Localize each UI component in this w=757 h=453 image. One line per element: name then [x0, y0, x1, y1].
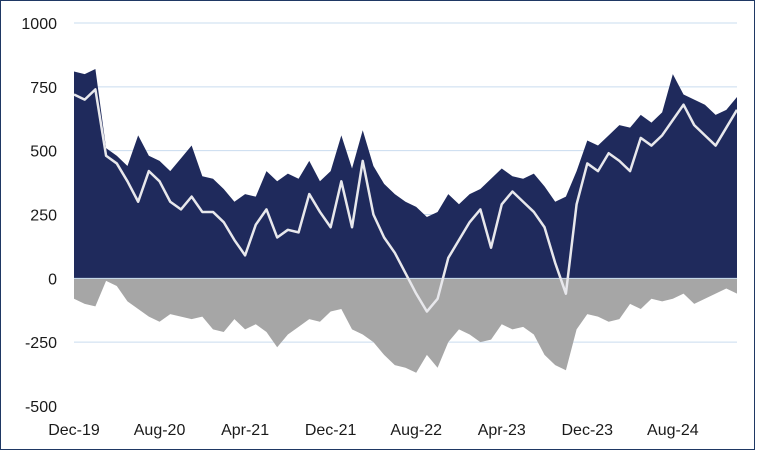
y-tick-label: 750	[30, 80, 57, 97]
y-tick-label: 1000	[21, 16, 57, 33]
x-tick-label: Apr-21	[221, 422, 269, 439]
x-tick-label: Dec-19	[48, 422, 100, 439]
y-tick-label: -500	[25, 399, 57, 416]
area-series-1	[74, 278, 737, 372]
y-tick-label: 0	[48, 271, 57, 288]
x-tick-label: Dec-21	[305, 422, 357, 439]
y-axis-ticks: 1000 750 500 250 0 -250 -500	[21, 16, 57, 416]
y-tick-label: 250	[30, 208, 57, 225]
x-tick-label: Apr-23	[478, 422, 526, 439]
y-tick-label: 500	[30, 144, 57, 161]
x-tick-label: Aug-24	[647, 422, 699, 439]
x-tick-label: Aug-22	[390, 422, 442, 439]
x-axis-ticks: Dec-19 Aug-20 Apr-21 Dec-21 Aug-22 Apr-23 Dec-…	[48, 422, 699, 439]
area-series-0	[74, 69, 737, 278]
plot-series	[74, 69, 737, 373]
y-tick-label: -250	[25, 335, 57, 352]
x-tick-label: Aug-20	[134, 422, 186, 439]
x-tick-label: Dec-23	[562, 422, 614, 439]
